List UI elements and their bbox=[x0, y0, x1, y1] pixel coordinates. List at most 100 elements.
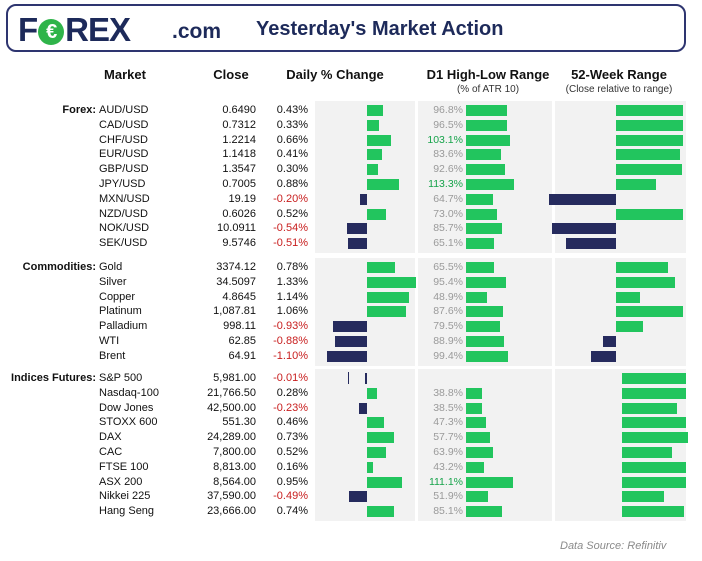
week52-bar bbox=[622, 491, 664, 503]
daily-change-bar bbox=[367, 119, 380, 131]
daily-change-bar bbox=[367, 262, 396, 273]
market-name: Hang Seng bbox=[99, 505, 155, 518]
week52-bar bbox=[622, 417, 687, 429]
week52-bar bbox=[622, 506, 685, 518]
change-value: 0.16% bbox=[276, 460, 308, 473]
range-value: 48.9% bbox=[433, 290, 463, 303]
range-bar bbox=[466, 238, 494, 250]
range-value: 57.7% bbox=[433, 431, 463, 444]
close-value: 8,813.00 bbox=[213, 460, 256, 473]
change-value: 0.28% bbox=[276, 386, 308, 399]
market-name: Dow Jones bbox=[99, 401, 154, 414]
daily-change-bar bbox=[334, 336, 367, 347]
change-value: -0.20% bbox=[273, 192, 308, 205]
daily-change-bar bbox=[367, 461, 373, 473]
range-bar bbox=[466, 461, 485, 473]
close-value: 34.5097 bbox=[216, 275, 256, 288]
week52-bar bbox=[622, 387, 687, 399]
range-bar bbox=[466, 336, 504, 347]
range-bar bbox=[466, 119, 507, 131]
col-market: Market bbox=[104, 67, 146, 82]
daily-change-bar bbox=[367, 432, 394, 444]
col-close: Close bbox=[213, 67, 249, 82]
market-name: CHF/USD bbox=[99, 133, 148, 146]
range-bar bbox=[466, 387, 483, 399]
col-d1-range-sub: (% of ATR 10) bbox=[456, 84, 520, 95]
range-bar bbox=[466, 447, 494, 458]
range-value: 47.3% bbox=[433, 416, 463, 429]
close-value: 1.1418 bbox=[222, 148, 256, 161]
header-banner: F € REX .com Yesterday's Market Action bbox=[6, 4, 686, 52]
daily-change-bar bbox=[367, 134, 392, 146]
change-value: 0.74% bbox=[276, 505, 308, 518]
market-name: ASX 200 bbox=[99, 475, 143, 488]
week52-bar bbox=[622, 402, 677, 414]
range-value: 96.8% bbox=[433, 104, 463, 116]
week52-bar bbox=[616, 262, 668, 273]
change-value: 0.41% bbox=[276, 148, 308, 161]
range-value: 111.1% bbox=[428, 475, 463, 488]
market-name: Silver bbox=[99, 275, 127, 288]
daily-change-bar bbox=[367, 291, 409, 303]
zero-tick bbox=[348, 372, 349, 384]
range-value: 88.9% bbox=[433, 335, 463, 347]
range-value: 87.6% bbox=[433, 305, 463, 318]
page-title: Yesterday's Market Action bbox=[256, 18, 504, 40]
week52-bar bbox=[622, 447, 673, 458]
range-value: 99.4% bbox=[433, 349, 463, 362]
change-value: 0.52% bbox=[276, 446, 308, 458]
close-value: 551.30 bbox=[222, 416, 256, 429]
market-name: NOK/USD bbox=[99, 222, 150, 235]
range-bar bbox=[466, 164, 506, 176]
change-value: -0.51% bbox=[273, 237, 308, 250]
daily-change-bar bbox=[348, 238, 367, 250]
week52-bar bbox=[616, 179, 657, 190]
market-name: GBP/USD bbox=[99, 163, 149, 176]
daily-change-bar bbox=[359, 193, 367, 205]
market-name: JPY/USD bbox=[99, 178, 146, 190]
range-value: 43.2% bbox=[433, 460, 463, 473]
close-value: 62.85 bbox=[228, 335, 256, 347]
change-value: -0.49% bbox=[273, 490, 308, 503]
market-name: WTI bbox=[99, 335, 120, 347]
close-value: 1.2214 bbox=[222, 133, 256, 146]
range-bar bbox=[466, 291, 487, 303]
range-bar bbox=[466, 262, 494, 273]
change-value: 0.33% bbox=[276, 118, 308, 131]
week52-bar bbox=[622, 373, 687, 384]
week52-bar bbox=[616, 105, 683, 116]
market-name: STOXX 600 bbox=[99, 416, 158, 429]
range-bar bbox=[466, 350, 509, 362]
week52-bar bbox=[616, 149, 680, 161]
close-value: 64.91 bbox=[228, 349, 256, 362]
range-value: 103.1% bbox=[427, 133, 463, 146]
close-value: 1.3547 bbox=[222, 163, 256, 176]
market-name: S&P 500 bbox=[99, 372, 143, 384]
week52-bar bbox=[622, 461, 687, 473]
range-bar bbox=[466, 276, 507, 288]
logo-tld: .com bbox=[172, 20, 222, 43]
close-value: 42,500.00 bbox=[207, 401, 256, 414]
market-name: AUD/USD bbox=[99, 104, 149, 116]
week52-bar bbox=[565, 238, 616, 250]
change-value: 0.95% bbox=[276, 475, 308, 488]
close-value: 37,590.00 bbox=[207, 490, 256, 503]
daily-change-bar bbox=[349, 491, 367, 503]
range-bar bbox=[466, 223, 503, 235]
range-value: 83.6% bbox=[433, 148, 463, 161]
range-value: 79.5% bbox=[433, 320, 463, 333]
range-bar bbox=[466, 149, 502, 161]
week52-bar bbox=[602, 336, 616, 347]
week52-bar bbox=[591, 350, 616, 362]
daily-change-bar bbox=[367, 417, 384, 429]
change-value: 0.30% bbox=[276, 163, 308, 176]
market-name: NZD/USD bbox=[99, 207, 148, 220]
change-value: -0.88% bbox=[273, 335, 308, 347]
daily-change-bar bbox=[367, 306, 406, 318]
range-bar bbox=[466, 432, 491, 444]
range-value: 65.5% bbox=[433, 261, 463, 273]
close-value: 998.11 bbox=[223, 320, 256, 333]
close-value: 9.5746 bbox=[222, 237, 256, 250]
market-name: SEK/USD bbox=[99, 237, 148, 250]
